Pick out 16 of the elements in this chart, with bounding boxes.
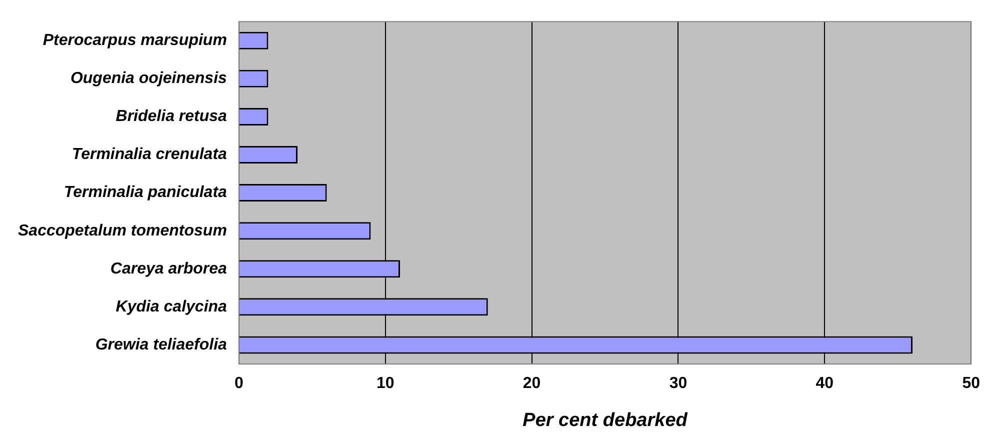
y-tick-label: Grewia teliaefolia <box>95 336 228 354</box>
x-tick-label: 10 <box>376 375 394 392</box>
x-tick-label: 50 <box>962 375 980 392</box>
y-tick-label: Careya arborea <box>110 260 228 278</box>
x-tick-label: 20 <box>522 375 541 392</box>
y-tick-label: Kydia calycina <box>116 298 228 316</box>
y-tick-label: Pterocarpus marsupium <box>42 32 227 50</box>
x-tick-label: 40 <box>816 375 834 392</box>
y-tick-label: Ougenia oojeinensis <box>70 70 228 88</box>
x-axis-title: Per cent debarked <box>522 410 688 431</box>
y-tick-label: Terminalia crenulata <box>72 146 228 164</box>
y-tick-label: Saccopetalum tomentosum <box>18 222 227 240</box>
x-tick-label: 0 <box>234 375 244 392</box>
y-tick-label: Bridelia retusa <box>116 108 228 126</box>
x-tick-label: 30 <box>669 375 688 392</box>
y-tick-label: Terminalia paniculata <box>64 184 228 202</box>
